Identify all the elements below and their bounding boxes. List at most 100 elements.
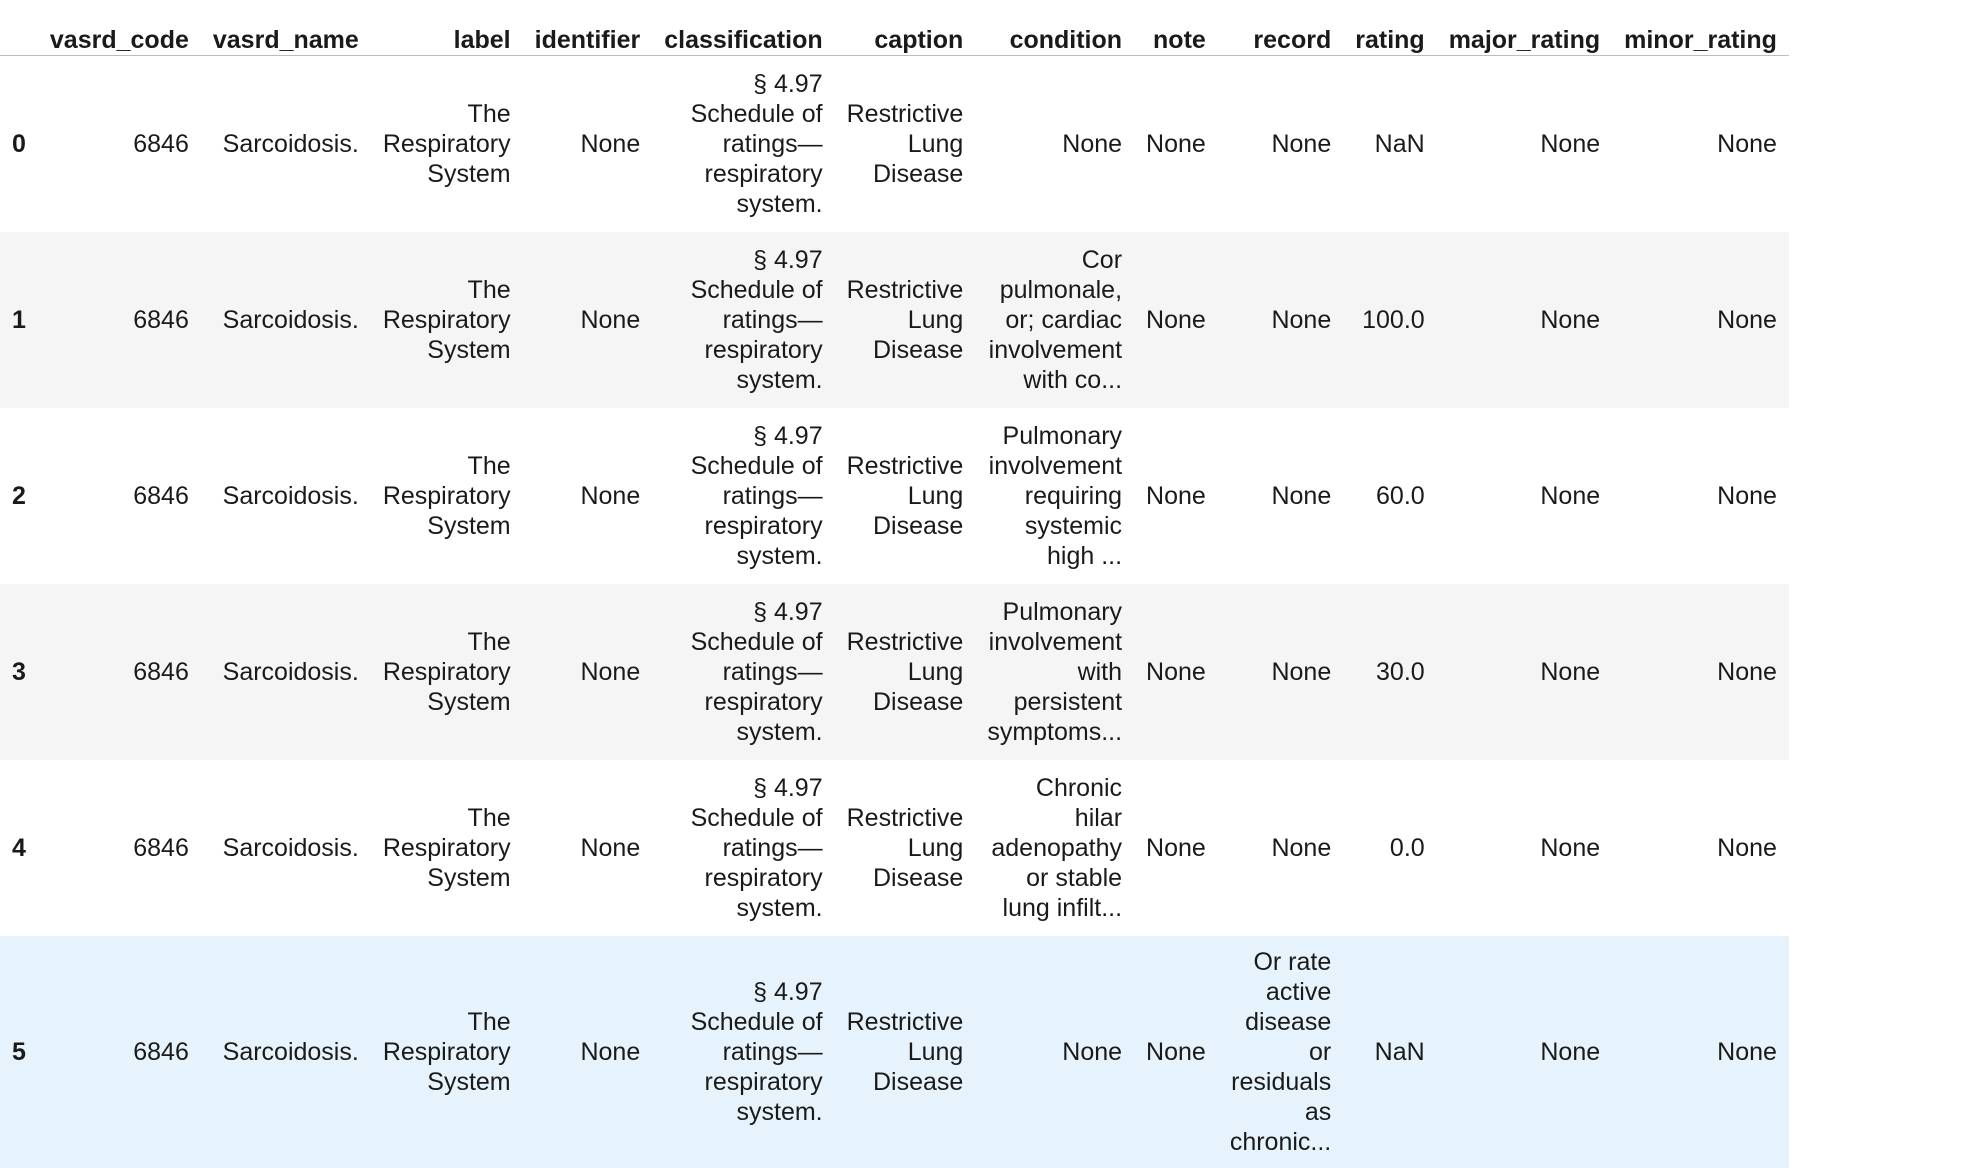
table-header: vasrd_code vasrd_name label identifier c… [0,0,1789,56]
cell-label: The Respiratory System [382,275,511,364]
cell-vasrd-code: 6846 [133,1037,189,1066]
cell-record: None [1271,481,1332,510]
cell-rating: 60.0 [1376,481,1425,510]
cell-identifier: None [580,481,641,510]
table-row: 3 6846 Sarcoidosis. The Respiratory Syst… [0,583,1789,760]
cell-caption: Restrictive Lung Disease [846,451,964,540]
cell-condition: None [1062,1037,1123,1066]
header-label: label [370,0,523,56]
cell-minor-rating: None [1717,1037,1777,1066]
cell-vasrd-name: Sarcoidosis. [222,129,359,158]
cell-minor-rating: None [1717,129,1777,158]
cell-condition: Chronic hilar adenopathy or stable lung … [991,773,1123,922]
header-major-rating: major_rating [1436,0,1613,56]
cell-label: The Respiratory System [382,1007,511,1096]
cell-vasrd-name: Sarcoidosis. [222,657,359,686]
header-index [0,0,38,56]
cell-minor-rating: None [1717,305,1777,334]
cell-minor-rating: None [1717,481,1777,510]
cell-classification: § 4.97 Schedule of ratings—respiratory s… [690,977,823,1126]
table-row: 0 6846 Sarcoidosis. The Respiratory Syst… [0,56,1789,232]
table-row: 2 6846 Sarcoidosis. The Respiratory Syst… [0,408,1789,584]
cell-major-rating: None [1540,305,1601,334]
cell-condition: Cor pulmonale, or; cardiac involvement w… [988,245,1123,394]
cell-major-rating: None [1540,129,1601,158]
cell-vasrd-code: 6846 [133,305,189,334]
cell-identifier: None [580,833,641,862]
table-row: 5 6846 Sarcoidosis. The Respiratory Syst… [0,935,1789,1168]
cell-vasrd-name: Sarcoidosis. [222,305,359,334]
row-index: 5 [12,1037,26,1066]
cell-identifier: None [580,1037,641,1066]
table-body: 0 6846 Sarcoidosis. The Respiratory Syst… [0,56,1789,1168]
cell-label: The Respiratory System [382,627,511,716]
cell-note: None [1146,833,1206,862]
cell-vasrd-code: 6846 [133,657,189,686]
cell-record: Or rate active disease or residuals as c… [1229,947,1332,1156]
header-vasrd-code: vasrd_code [37,0,201,56]
cell-classification: § 4.97 Schedule of ratings—respiratory s… [690,69,823,218]
cell-label: The Respiratory System [382,99,511,188]
cell-note: None [1146,1037,1206,1066]
row-index: 4 [12,833,26,862]
cell-identifier: None [580,657,641,686]
cell-vasrd-name: Sarcoidosis. [222,833,359,862]
cell-rating: 0.0 [1389,833,1425,862]
cell-classification: § 4.97 Schedule of ratings—respiratory s… [690,773,823,922]
header-vasrd-name: vasrd_name [200,0,371,56]
header-condition: condition [975,0,1135,56]
cell-classification: § 4.97 Schedule of ratings—respiratory s… [690,245,823,394]
table-row: 1 6846 Sarcoidosis. The Respiratory Syst… [0,231,1789,408]
cell-caption: Restrictive Lung Disease [846,99,964,188]
cell-condition: Pulmonary involvement requiring systemic… [988,421,1123,570]
header-rating: rating [1343,0,1437,56]
header-classification: classification [652,0,835,56]
cell-note: None [1146,657,1206,686]
cell-identifier: None [580,305,641,334]
row-index: 0 [12,129,26,158]
cell-classification: § 4.97 Schedule of ratings—respiratory s… [690,421,823,570]
header-record: record [1217,0,1344,56]
header-note: note [1134,0,1218,56]
cell-identifier: None [580,129,641,158]
header-caption: caption [834,0,976,56]
cell-record: None [1271,129,1332,158]
cell-major-rating: None [1540,833,1601,862]
cell-major-rating: None [1540,657,1601,686]
row-index: 3 [12,657,26,686]
cell-rating: 30.0 [1376,657,1425,686]
cell-rating: 100.0 [1362,305,1425,334]
cell-caption: Restrictive Lung Disease [846,1007,964,1096]
cell-rating: NaN [1374,129,1425,158]
cell-label: The Respiratory System [382,451,511,540]
cell-note: None [1146,129,1206,158]
cell-condition: Pulmonary involvement with persistent sy… [987,597,1123,746]
cell-condition: None [1062,129,1123,158]
header-row: vasrd_code vasrd_name label identifier c… [0,0,1789,56]
cell-caption: Restrictive Lung Disease [846,275,964,364]
row-index: 1 [12,305,26,334]
cell-vasrd-code: 6846 [133,481,189,510]
cell-caption: Restrictive Lung Disease [846,627,964,716]
cell-record: None [1271,833,1332,862]
row-index: 2 [12,481,26,510]
cell-record: None [1271,657,1332,686]
cell-vasrd-name: Sarcoidosis. [222,481,359,510]
cell-vasrd-code: 6846 [133,129,189,158]
table-row: 4 6846 Sarcoidosis. The Respiratory Syst… [0,760,1789,936]
header-minor-rating: minor_rating [1612,0,1789,56]
cell-label: The Respiratory System [382,803,511,892]
cell-minor-rating: None [1717,833,1777,862]
cell-note: None [1146,481,1206,510]
dataframe-table: vasrd_code vasrd_name label identifier c… [0,0,1789,1168]
cell-minor-rating: None [1717,657,1777,686]
cell-note: None [1146,305,1206,334]
cell-major-rating: None [1540,1037,1601,1066]
cell-classification: § 4.97 Schedule of ratings—respiratory s… [690,597,823,746]
cell-vasrd-name: Sarcoidosis. [222,1037,359,1066]
cell-caption: Restrictive Lung Disease [846,803,964,892]
cell-rating: NaN [1374,1037,1425,1066]
cell-record: None [1271,305,1332,334]
cell-vasrd-code: 6846 [133,833,189,862]
